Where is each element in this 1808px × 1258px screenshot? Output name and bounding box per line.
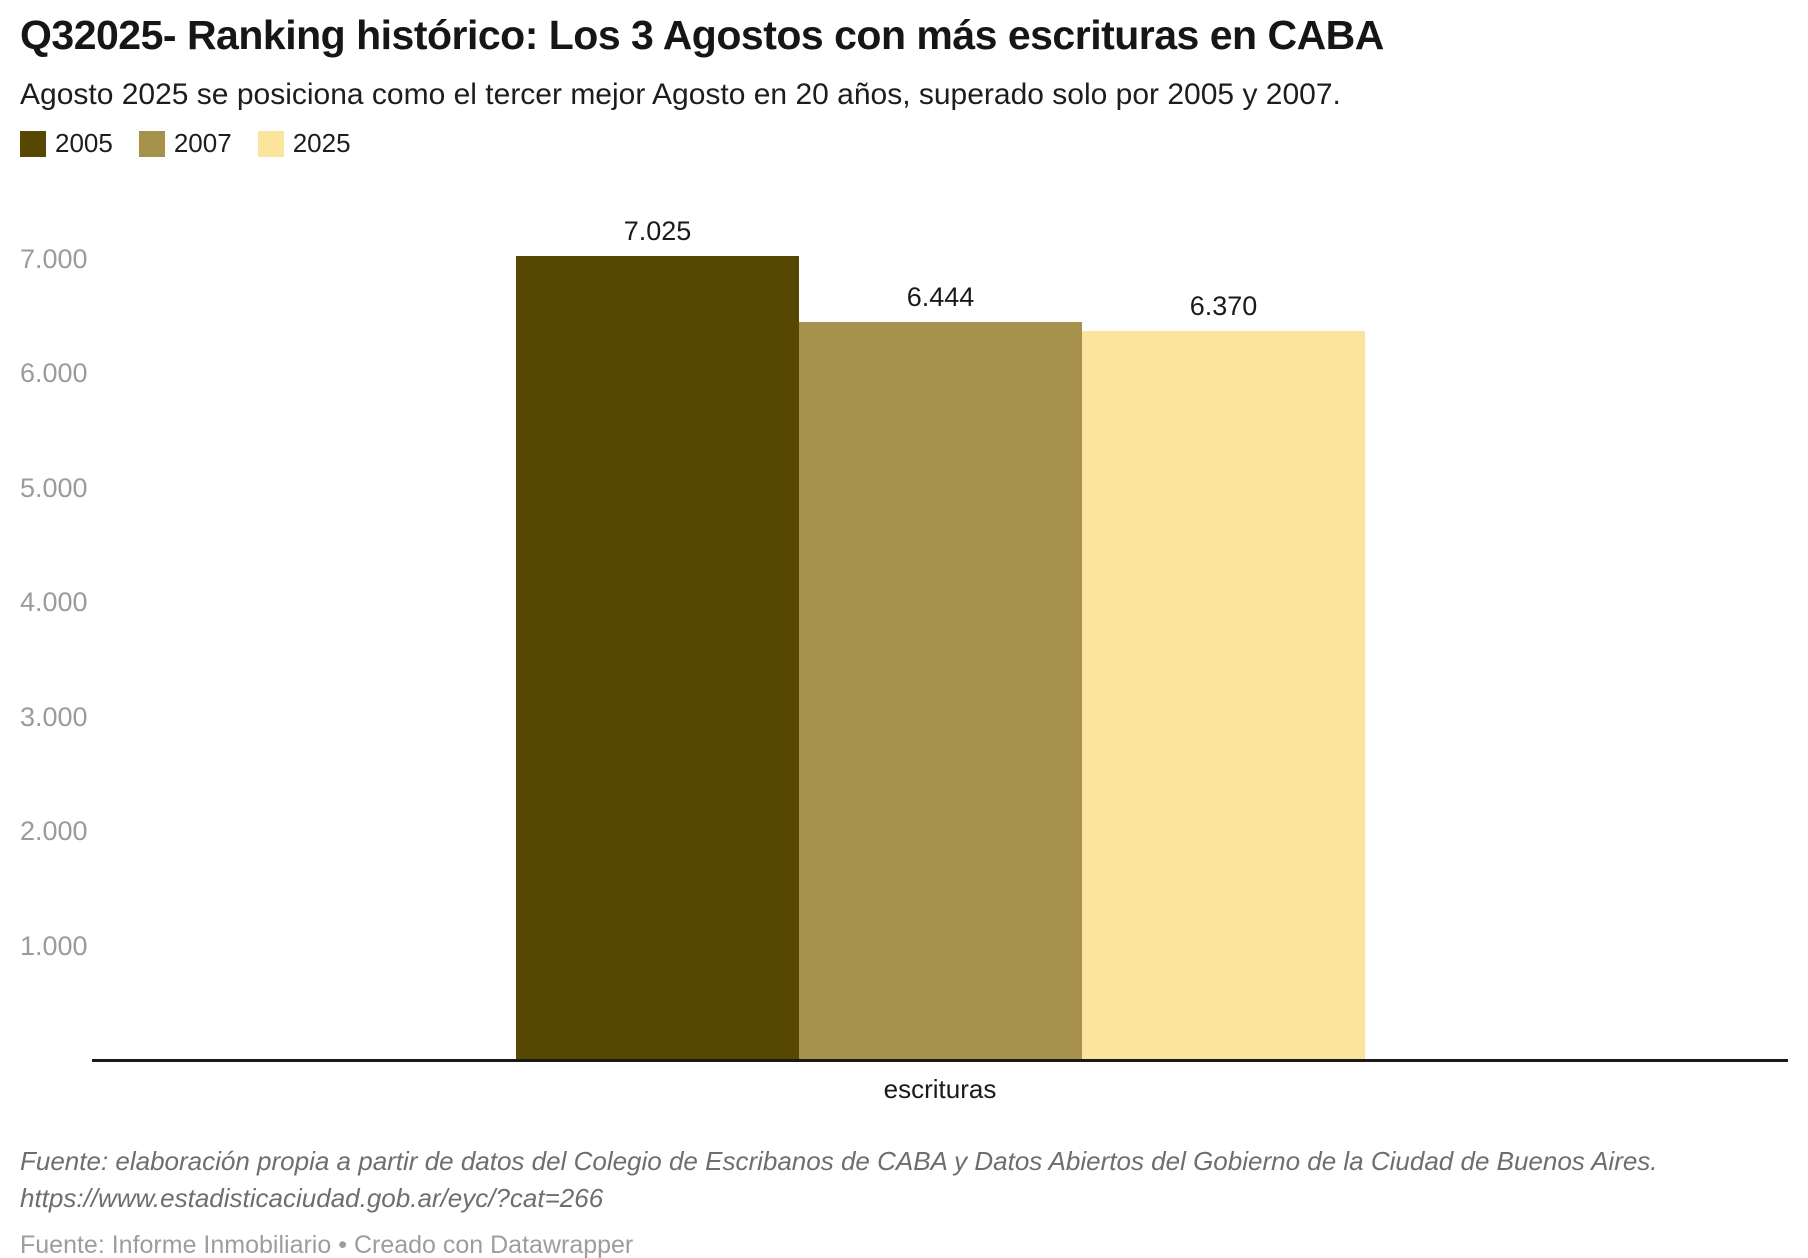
legend-label-2007: 2007 xyxy=(173,128,232,158)
y-axis-tick-1000: 1.000 xyxy=(20,930,88,961)
legend-label-2005: 2005 xyxy=(55,128,113,158)
chart-title: Q32025- Ranking histórico: Los 3 Agostos… xyxy=(20,12,1384,58)
bar-2005[interactable] xyxy=(516,255,799,1060)
y-axis-tick-5000: 5.000 xyxy=(20,472,88,503)
legend-item-2025: 2025 xyxy=(257,128,351,159)
y-axis-tick-3000: 3.000 xyxy=(20,701,88,732)
datawrapper-credit-link[interactable]: Creado con Datawrapper xyxy=(353,1231,634,1258)
x-axis-category-label: escrituras xyxy=(883,1074,997,1104)
bar-value-label-2007: 6.444 xyxy=(906,282,975,313)
legend-label-2025: 2025 xyxy=(292,128,351,158)
legend-swatch-2007 xyxy=(138,130,165,157)
legend-item-2007: 2007 xyxy=(138,128,232,159)
chart-subtitle: Agosto 2025 se posiciona como el tercer … xyxy=(20,78,1341,111)
legend-swatch-2005 xyxy=(20,130,46,157)
y-axis-tick-7000: 7.000 xyxy=(20,243,88,274)
byline-separator: • xyxy=(338,1231,347,1258)
bar-2007[interactable] xyxy=(799,322,1082,1060)
footer: Fuente: elaboración propia a partir de d… xyxy=(20,1143,1788,1258)
source-note-line1: Fuente: elaboración propia a partir de d… xyxy=(20,1146,1658,1176)
y-axis-tick-4000: 4.000 xyxy=(20,587,88,617)
bar-2025[interactable] xyxy=(1082,330,1365,1060)
y-axis-tick-2000: 2.000 xyxy=(20,816,88,846)
legend-item-2005: 2005 xyxy=(20,128,113,159)
bar-value-label-2025: 6.370 xyxy=(1189,290,1258,321)
source-note-url[interactable]: https://www.estadisticaciudad.gob.ar/eyc… xyxy=(20,1183,604,1213)
legend-swatch-2025 xyxy=(257,130,284,157)
attribution-line: Fuente: Informe Inmobiliario • Creado co… xyxy=(20,1231,1788,1258)
x-axis-line xyxy=(92,1059,1788,1062)
legend: 2005 2007 2025 xyxy=(20,128,351,159)
byline-source: Fuente: Informe Inmobiliario xyxy=(20,1231,332,1258)
y-axis-tick-6000: 6.000 xyxy=(20,358,88,388)
bar-value-label-2005: 7.025 xyxy=(623,215,692,246)
